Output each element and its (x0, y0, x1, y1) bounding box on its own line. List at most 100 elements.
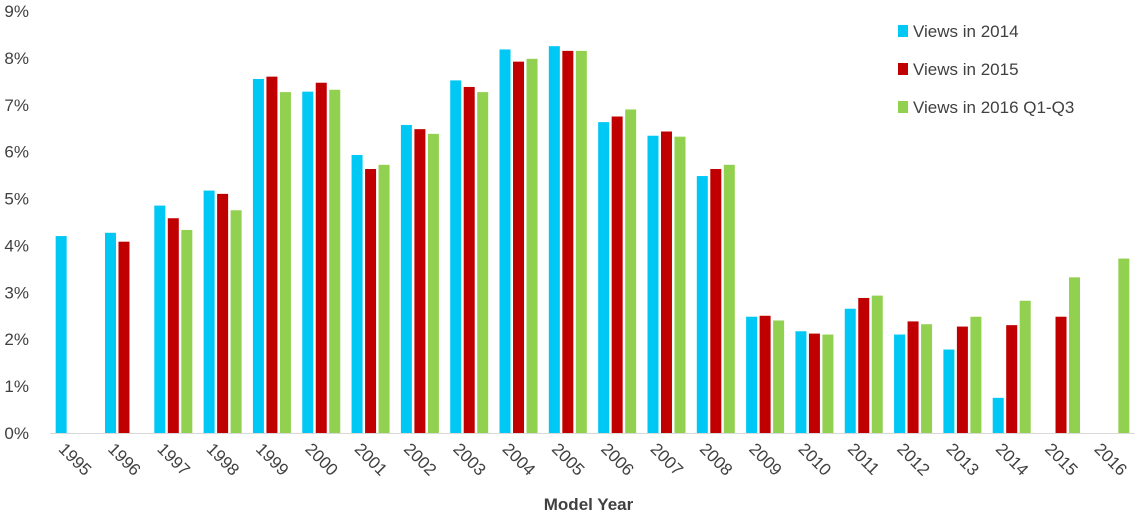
bar-2011-series-0 (844, 308, 856, 433)
x-tick-label: 1997 (153, 439, 193, 479)
bar-1998-series-2 (230, 210, 242, 433)
legend: Views in 2014 Views in 2015 Views in 2016 … (898, 22, 1074, 117)
bar-2012-series-0 (894, 334, 906, 433)
legend-swatch (898, 63, 908, 75)
bar-2007-series-1 (660, 131, 672, 433)
legend-label: Views in 2014 (913, 22, 1019, 41)
x-tick-label: 2008 (696, 439, 736, 479)
x-axis-ticks: 1995 1996 1997 1998 1999 2000 2001 2002 2003 2004… (55, 439, 1131, 479)
bar-2013-series-1 (956, 326, 968, 433)
y-tick-label: 6% (4, 143, 29, 162)
x-tick-label: 2005 (548, 439, 588, 479)
x-tick-label: 1995 (55, 439, 95, 479)
bar-2008-series-2 (723, 164, 735, 434)
x-tick-label: 1996 (104, 439, 144, 479)
bar-1998-series-1 (217, 193, 229, 433)
x-tick-label: 2015 (1041, 439, 1081, 479)
bar-1995-series-0 (55, 236, 67, 433)
y-tick-label: 4% (4, 236, 29, 255)
bar-2011-series-2 (871, 295, 883, 433)
bar-2000-series-2 (329, 89, 341, 434)
legend-swatch (898, 25, 908, 37)
bar-1999-series-1 (266, 76, 278, 433)
bar-2011-series-1 (858, 297, 870, 433)
legend-swatch (898, 101, 908, 113)
x-tick-label: 2007 (647, 439, 687, 479)
bar-2014-series-2 (1019, 300, 1031, 433)
bar-2004-series-1 (513, 61, 525, 433)
bar-2000-series-0 (302, 91, 314, 434)
bar-2010-series-2 (822, 334, 834, 433)
bar-2001-series-2 (378, 164, 390, 434)
bar-2008-series-0 (696, 176, 708, 434)
bar-2001-series-0 (351, 154, 363, 433)
bar-1996-series-0 (104, 232, 116, 433)
bar-2006-series-0 (598, 122, 610, 433)
legend-label: Views in 2016 Q1-Q3 (913, 98, 1074, 117)
bar-2003-series-2 (477, 92, 489, 434)
y-tick-label: 5% (4, 190, 29, 209)
bar-1996-series-1 (118, 241, 130, 433)
bar-2012-series-2 (921, 324, 933, 433)
bar-2005-series-0 (548, 46, 560, 434)
x-axis-title: Model Year (544, 495, 634, 514)
x-tick-label: 2014 (992, 439, 1032, 479)
bar-1997-series-2 (181, 229, 193, 433)
x-tick-label: 2010 (795, 439, 835, 479)
bar-2001-series-1 (365, 169, 377, 433)
bar-2003-series-1 (463, 86, 475, 434)
bar-2002-series-1 (414, 129, 426, 433)
bar-2006-series-1 (611, 116, 623, 433)
bar-2008-series-1 (710, 169, 722, 433)
bar-2015-series-2 (1069, 277, 1081, 433)
bar-2015-series-1 (1055, 316, 1067, 433)
x-tick-label: 2011 (844, 439, 883, 478)
x-tick-label: 2009 (745, 439, 785, 479)
bar-2009-series-0 (746, 316, 758, 433)
bar-2016-series-2 (1118, 258, 1130, 433)
y-tick-label: 1% (4, 377, 29, 396)
x-tick-label: 1999 (252, 439, 292, 479)
bar-2006-series-2 (625, 109, 637, 433)
bar-1999-series-0 (252, 78, 264, 434)
bar-2002-series-2 (427, 133, 439, 433)
bar-2010-series-0 (795, 331, 807, 433)
x-tick-label: 2000 (301, 439, 341, 479)
bar-2002-series-0 (400, 124, 412, 433)
x-tick-label: 2006 (597, 439, 637, 479)
x-tick-label: 2001 (351, 439, 391, 479)
bar-2013-series-0 (943, 349, 955, 433)
bar-2003-series-0 (450, 80, 462, 434)
x-tick-label: 2002 (400, 439, 440, 479)
bar-2007-series-0 (647, 135, 659, 433)
y-tick-label: 3% (4, 283, 29, 302)
bar-2010-series-1 (808, 333, 820, 433)
x-tick-label: 1998 (203, 439, 243, 479)
y-tick-label: 8% (4, 49, 29, 68)
bar-2004-series-2 (526, 58, 538, 433)
bar-2007-series-2 (674, 136, 686, 433)
bar-2013-series-2 (970, 316, 982, 433)
bar-2009-series-2 (773, 320, 785, 433)
bar-2014-series-1 (1006, 325, 1018, 433)
y-tick-label: 0% (4, 424, 29, 443)
bar-1998-series-0 (203, 190, 215, 433)
y-tick-label: 9% (4, 2, 29, 21)
x-tick-label: 2012 (893, 439, 933, 479)
y-axis-ticks: 0% 1% 2% 3% 4% 5% 6% 7% 8% 9% (4, 2, 29, 443)
x-tick-label: 2004 (499, 439, 539, 479)
y-tick-label: 7% (4, 96, 29, 115)
bar-2005-series-2 (575, 50, 587, 434)
bar-1997-series-0 (154, 205, 166, 433)
bar-2004-series-0 (499, 49, 511, 433)
x-tick-label: 2016 (1091, 439, 1131, 479)
bar-2000-series-1 (315, 82, 327, 434)
bar-2012-series-1 (907, 321, 919, 433)
legend-label: Views in 2015 (913, 60, 1019, 79)
x-tick-label: 2013 (943, 439, 983, 479)
bar-1999-series-2 (279, 92, 291, 434)
bar-1997-series-1 (167, 218, 179, 433)
x-tick-label: 2003 (449, 439, 489, 479)
